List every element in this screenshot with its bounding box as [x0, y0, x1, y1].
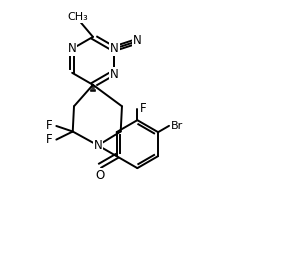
Text: Br: Br — [171, 121, 183, 131]
Text: N: N — [110, 42, 119, 55]
Text: CH₃: CH₃ — [67, 12, 88, 22]
Text: F: F — [46, 133, 53, 146]
Text: N: N — [68, 42, 76, 55]
Text: O: O — [95, 170, 105, 182]
Text: N: N — [110, 68, 119, 80]
Text: N: N — [94, 139, 102, 152]
Text: F: F — [46, 119, 53, 132]
Text: N: N — [133, 34, 142, 47]
Text: F: F — [140, 102, 146, 115]
